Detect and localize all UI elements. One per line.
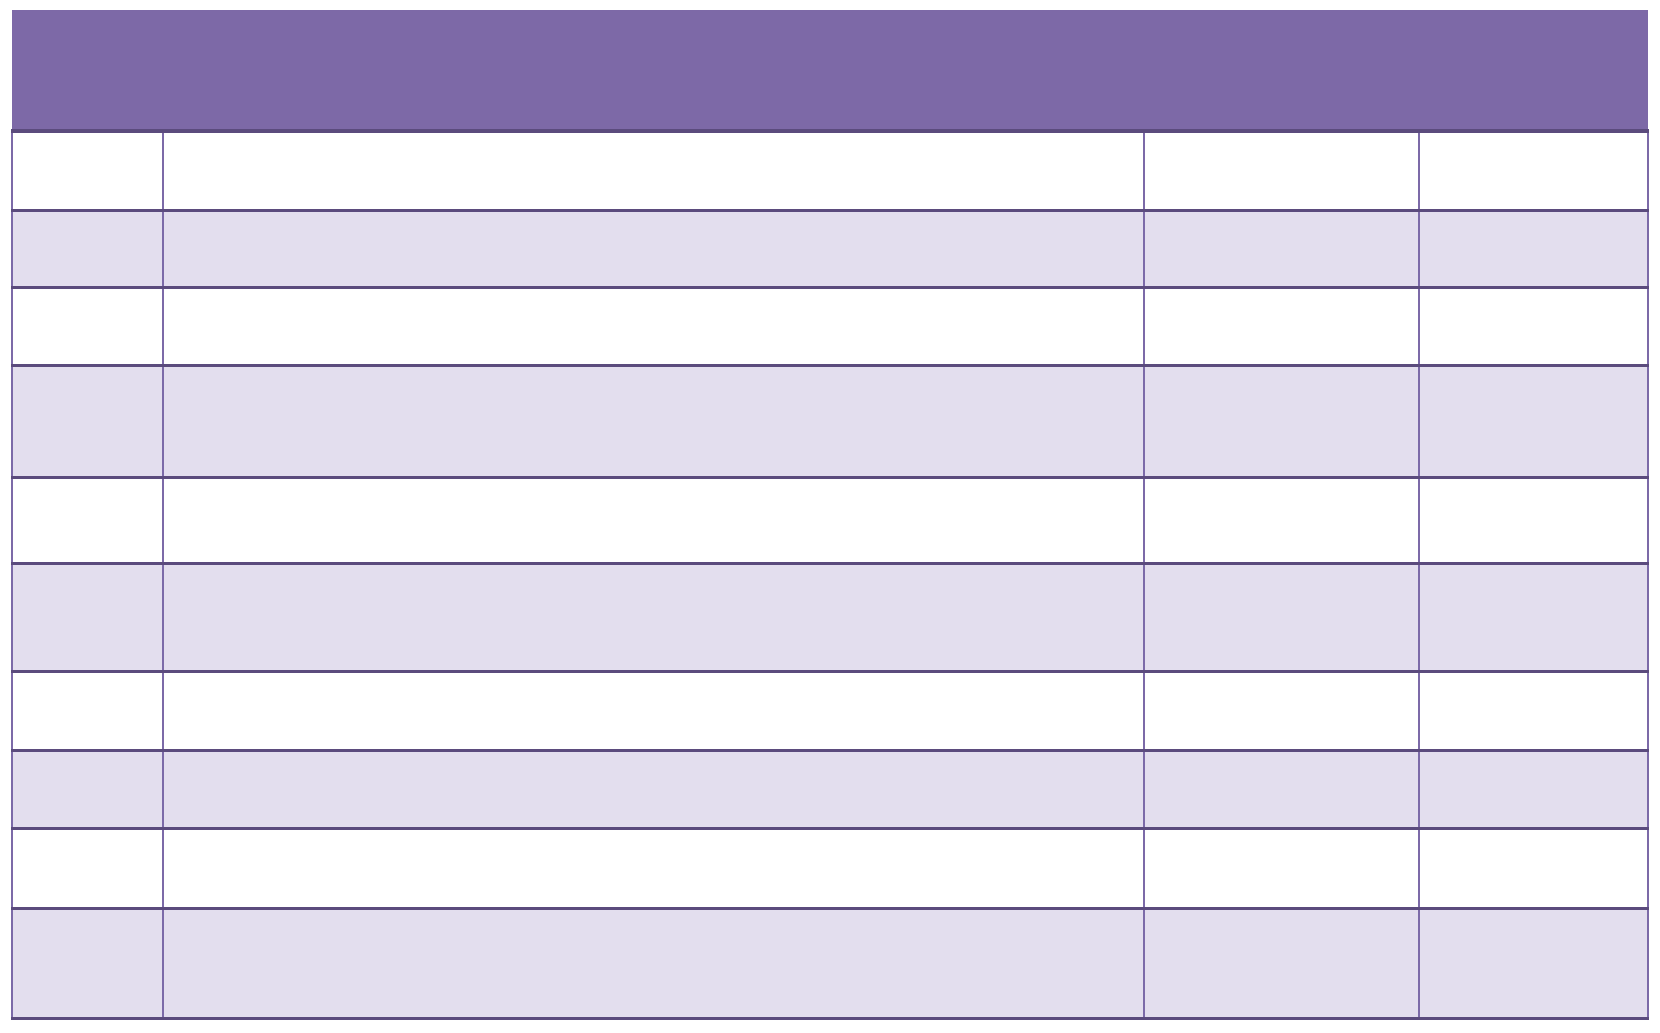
table-cell[interactable] <box>162 287 1145 367</box>
table-cell[interactable] <box>1143 287 1420 367</box>
table-cell[interactable] <box>1418 131 1649 212</box>
table-cell[interactable] <box>11 287 164 367</box>
table-row <box>11 908 1649 1020</box>
table-row <box>11 477 1649 565</box>
table-cell[interactable] <box>162 750 1145 830</box>
table-cell[interactable] <box>1143 365 1420 479</box>
table-header-band[interactable] <box>12 10 1648 133</box>
table-cell[interactable] <box>1143 210 1420 289</box>
table-cell[interactable] <box>162 563 1145 673</box>
table-cell[interactable] <box>1418 908 1649 1020</box>
table-cell[interactable] <box>11 908 164 1020</box>
table-header-row <box>12 10 1648 133</box>
table-row <box>11 287 1649 367</box>
table-cell[interactable] <box>1143 908 1420 1020</box>
table-row <box>11 210 1649 289</box>
table-cell[interactable] <box>1418 477 1649 565</box>
table-row <box>11 365 1649 479</box>
table-cell[interactable] <box>1418 210 1649 289</box>
table-cell[interactable] <box>162 365 1145 479</box>
table-row <box>11 828 1649 910</box>
table-cell[interactable] <box>11 563 164 673</box>
table-cell[interactable] <box>11 671 164 752</box>
table-cell[interactable] <box>1143 750 1420 830</box>
table-row <box>11 750 1649 830</box>
blank-banded-table <box>11 10 1649 1020</box>
table-cell[interactable] <box>162 477 1145 565</box>
table-cell[interactable] <box>1418 287 1649 367</box>
table-cell[interactable] <box>162 828 1145 910</box>
table-cell[interactable] <box>1143 563 1420 673</box>
table-cell[interactable] <box>11 131 164 212</box>
table-cell[interactable] <box>11 750 164 830</box>
table-cell[interactable] <box>1143 477 1420 565</box>
table-cell[interactable] <box>11 828 164 910</box>
table-row <box>11 563 1649 673</box>
table-cell[interactable] <box>11 365 164 479</box>
table-row <box>11 131 1649 212</box>
table-cell[interactable] <box>1143 671 1420 752</box>
table-cell[interactable] <box>162 671 1145 752</box>
table-cell[interactable] <box>1418 365 1649 479</box>
table-row <box>11 671 1649 752</box>
table-body <box>11 131 1649 1020</box>
table-cell[interactable] <box>11 477 164 565</box>
table-cell[interactable] <box>1418 563 1649 673</box>
table-cell[interactable] <box>1143 131 1420 212</box>
table-cell[interactable] <box>162 908 1145 1020</box>
table-cell[interactable] <box>162 210 1145 289</box>
table-cell[interactable] <box>1143 828 1420 910</box>
table-cell[interactable] <box>1418 671 1649 752</box>
table-cell[interactable] <box>1418 828 1649 910</box>
table-cell[interactable] <box>11 210 164 289</box>
table-cell[interactable] <box>1418 750 1649 830</box>
table-cell[interactable] <box>162 131 1145 212</box>
